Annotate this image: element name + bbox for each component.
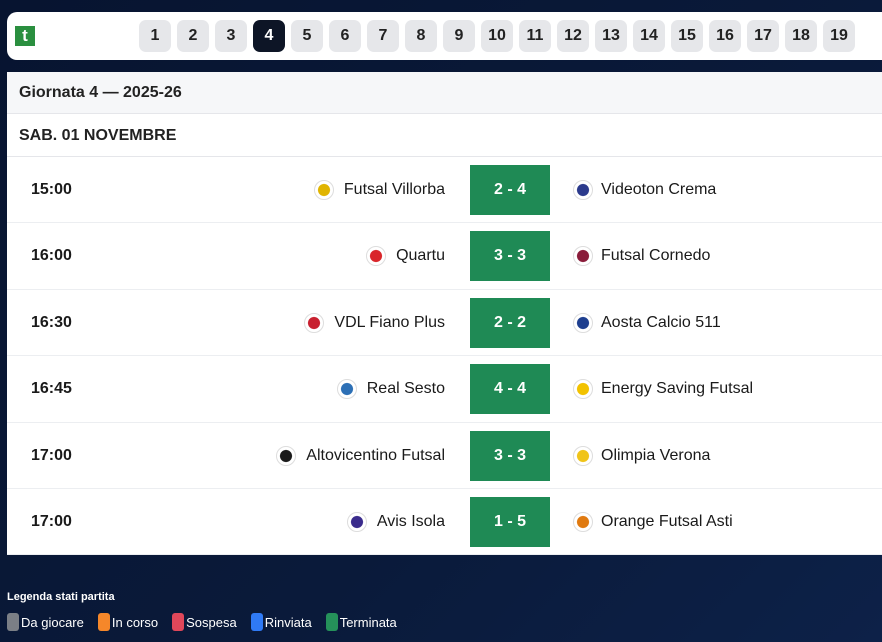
match-time: 17:00 — [31, 512, 72, 530]
match-row[interactable]: 16:30 VDL Fiano Plus 2 - 2 Aosta Calcio … — [7, 290, 882, 357]
round-button-5[interactable]: 5 — [291, 20, 323, 52]
away-team[interactable]: Orange Futsal Asti — [573, 489, 733, 555]
match-score[interactable]: 2 - 4 — [470, 165, 550, 215]
away-team[interactable]: Aosta Calcio 511 — [573, 290, 721, 356]
match-time: 17:00 — [31, 446, 72, 464]
round-button-11[interactable]: 11 — [519, 20, 551, 52]
round-button-13[interactable]: 13 — [595, 20, 627, 52]
home-team-name: Futsal Villorba — [343, 181, 445, 198]
round-selector: 1 2 3 4 5 6 7 8 9 10 11 12 13 14 15 16 17 18 19 — [139, 20, 855, 52]
round-button-19[interactable]: 19 — [823, 20, 855, 52]
away-team[interactable]: Futsal Cornedo — [573, 223, 710, 289]
home-team-name: Quartu — [396, 247, 445, 265]
home-team-name: Avis Isola — [376, 512, 445, 530]
round-button-2[interactable]: 2 — [177, 20, 209, 52]
status-swatch-icon — [325, 613, 338, 631]
status-swatch-icon — [97, 613, 110, 631]
away-team[interactable]: Olimpia Verona — [573, 423, 710, 489]
legend-item: Rinviata — [250, 613, 312, 631]
home-team-crest-icon — [276, 445, 297, 466]
home-team[interactable]: VDL Fiano Plus — [304, 290, 445, 356]
match-score[interactable]: 4 - 4 — [470, 364, 550, 415]
away-team-crest-icon — [573, 379, 593, 400]
match-score[interactable]: 1 - 5 — [470, 496, 550, 547]
away-team[interactable]: Energy Saving Futsal — [573, 356, 753, 422]
status-swatch-icon — [7, 613, 19, 631]
matches-card: Giornata 4 — 2025-26 SAB. 01 NOVEMBRE 15… — [7, 72, 882, 555]
round-button-8[interactable]: 8 — [405, 20, 437, 52]
match-score[interactable]: 2 - 2 — [470, 297, 550, 348]
away-team-name: Videoton Crema — [601, 181, 717, 198]
legend-item: Sospesa — [172, 613, 237, 631]
round-button-17[interactable]: 17 — [747, 20, 779, 52]
legend-item: In corso — [97, 613, 159, 631]
legend-item: Da giocare — [7, 613, 84, 631]
round-navigation-bar: t 1 2 3 4 5 6 7 8 9 10 11 12 13 14 15 16 17 18 19 — [7, 12, 882, 60]
round-button-3[interactable]: 3 — [215, 20, 247, 52]
home-team-name: Altovicentino Futsal — [306, 446, 445, 464]
home-team-crest-icon — [366, 246, 387, 267]
round-button-6[interactable]: 6 — [329, 20, 361, 52]
away-team-name: Olimpia Verona — [601, 446, 711, 464]
away-team-crest-icon — [573, 445, 593, 466]
match-row[interactable]: 17:00 Avis Isola 1 - 5 Orange Futsal Ast… — [7, 489, 882, 555]
away-team-crest-icon — [573, 312, 593, 333]
round-button-12[interactable]: 12 — [557, 20, 589, 52]
status-legend: Da giocare In corso Sospesa Rinviata Termina… — [7, 613, 397, 631]
match-row[interactable]: 16:45 Real Sesto 4 - 4 Energy Saving Fut… — [7, 356, 882, 423]
match-date: SAB. 01 NOVEMBRE — [7, 114, 882, 157]
away-team-crest-icon — [573, 246, 593, 267]
legend-title: Legenda stati partita — [7, 591, 115, 603]
away-team-crest-icon — [573, 180, 593, 200]
home-team-crest-icon — [346, 511, 367, 532]
home-team[interactable]: Quartu — [366, 223, 445, 289]
match-time: 15:00 — [31, 181, 72, 198]
match-row[interactable]: 15:00 Futsal Villorba 2 - 4 Videoton Cre… — [7, 157, 882, 224]
app-logo: t — [15, 26, 35, 46]
home-team[interactable]: Avis Isola — [346, 489, 445, 555]
legend-label: Da giocare — [21, 614, 84, 630]
legend-label: Rinviata — [264, 614, 312, 630]
match-score[interactable]: 3 - 3 — [470, 430, 550, 481]
status-swatch-icon — [250, 613, 263, 631]
round-button-10[interactable]: 10 — [481, 20, 513, 52]
home-team-crest-icon — [313, 180, 334, 200]
away-team-crest-icon — [573, 511, 593, 532]
legend-label: Sospesa — [186, 614, 237, 630]
home-team-name: Real Sesto — [366, 380, 445, 398]
away-team[interactable]: Videoton Crema — [573, 157, 716, 223]
away-team-name: Energy Saving Futsal — [601, 380, 754, 398]
home-team-crest-icon — [336, 379, 357, 400]
round-button-1[interactable]: 1 — [139, 20, 171, 52]
match-score[interactable]: 3 - 3 — [470, 231, 550, 282]
home-team[interactable]: Real Sesto — [336, 356, 445, 422]
away-team-name: Orange Futsal Asti — [601, 512, 733, 530]
round-button-18[interactable]: 18 — [785, 20, 817, 52]
status-swatch-icon — [172, 613, 185, 631]
match-time: 16:45 — [31, 380, 72, 398]
home-team[interactable]: Altovicentino Futsal — [276, 423, 445, 489]
round-button-16[interactable]: 16 — [709, 20, 741, 52]
match-time: 16:00 — [31, 247, 72, 265]
legend-label: Terminata — [339, 614, 397, 630]
legend-label: In corso — [111, 614, 159, 630]
round-button-15[interactable]: 15 — [671, 20, 703, 52]
match-time: 16:30 — [31, 313, 72, 331]
legend-item: Terminata — [325, 613, 397, 631]
match-row[interactable]: 17:00 Altovicentino Futsal 3 - 3 Olimpia… — [7, 423, 882, 489]
home-team[interactable]: Futsal Villorba — [313, 157, 445, 223]
home-team-crest-icon — [304, 312, 325, 333]
round-button-7[interactable]: 7 — [367, 20, 399, 52]
match-row[interactable]: 16:00 Quartu 3 - 3 Futsal Cornedo — [7, 223, 882, 290]
away-team-name: Aosta Calcio 511 — [601, 313, 721, 331]
away-team-name: Futsal Cornedo — [601, 247, 711, 265]
round-button-9[interactable]: 9 — [443, 20, 475, 52]
round-button-14[interactable]: 14 — [633, 20, 665, 52]
home-team-name: VDL Fiano Plus — [334, 313, 445, 331]
round-title: Giornata 4 — 2025-26 — [7, 72, 882, 114]
round-button-4[interactable]: 4 — [253, 20, 285, 52]
